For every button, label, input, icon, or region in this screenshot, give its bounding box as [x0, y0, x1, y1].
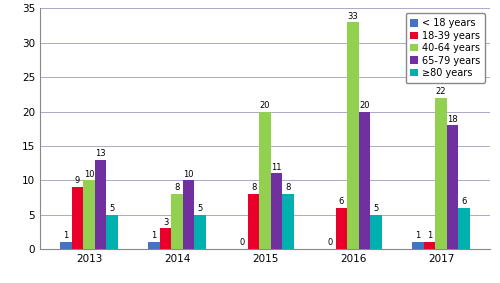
Text: 20: 20: [359, 101, 370, 110]
Bar: [148, 242, 160, 249]
Bar: [84, 180, 95, 249]
Text: 1: 1: [64, 231, 69, 241]
Text: 8: 8: [285, 183, 290, 192]
Text: 8: 8: [174, 183, 180, 192]
Bar: [270, 173, 282, 249]
Text: 11: 11: [271, 163, 281, 172]
Text: 22: 22: [436, 87, 446, 96]
Text: 33: 33: [348, 12, 358, 21]
Text: 0: 0: [328, 238, 332, 247]
Text: 1: 1: [427, 231, 432, 241]
Bar: [194, 215, 205, 249]
Bar: [446, 125, 458, 249]
Text: 6: 6: [461, 197, 466, 206]
Bar: [358, 112, 370, 249]
Text: 3: 3: [163, 218, 168, 227]
Bar: [172, 194, 182, 249]
Text: 20: 20: [260, 101, 270, 110]
Text: 13: 13: [95, 149, 106, 158]
Bar: [60, 242, 72, 249]
Bar: [435, 98, 446, 249]
Bar: [370, 215, 382, 249]
Text: 5: 5: [373, 204, 378, 213]
Text: 1: 1: [152, 231, 157, 241]
Text: 8: 8: [251, 183, 256, 192]
Text: 9: 9: [75, 177, 80, 185]
Text: 10: 10: [84, 170, 94, 179]
Text: 10: 10: [183, 170, 194, 179]
Text: 5: 5: [198, 204, 202, 213]
Bar: [348, 22, 358, 249]
Bar: [424, 242, 435, 249]
Bar: [412, 242, 424, 249]
Text: 6: 6: [339, 197, 344, 206]
Text: 1: 1: [416, 231, 420, 241]
Bar: [260, 112, 270, 249]
Bar: [182, 180, 194, 249]
Bar: [282, 194, 294, 249]
Bar: [72, 187, 84, 249]
Legend: < 18 years, 18-39 years, 40-64 years, 65-79 years, ≥80 years: < 18 years, 18-39 years, 40-64 years, 65…: [406, 13, 485, 83]
Text: 18: 18: [447, 115, 458, 124]
Bar: [248, 194, 260, 249]
Bar: [95, 160, 106, 249]
Bar: [458, 208, 469, 249]
Bar: [160, 228, 172, 249]
Text: 0: 0: [240, 238, 245, 247]
Bar: [106, 215, 118, 249]
Text: 5: 5: [110, 204, 114, 213]
Bar: [336, 208, 347, 249]
